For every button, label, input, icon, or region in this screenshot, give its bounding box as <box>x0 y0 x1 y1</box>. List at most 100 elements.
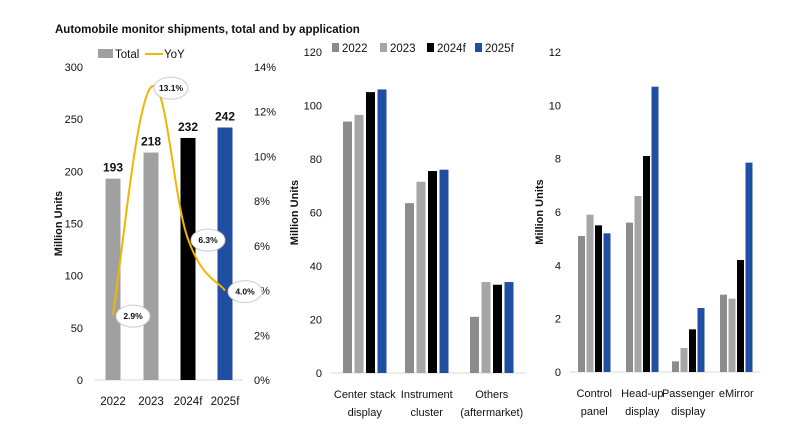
y-tick-label: 200 <box>65 166 83 178</box>
bar-2022 <box>343 121 352 373</box>
legend-label-2023: 2023 <box>390 43 416 55</box>
bar-2022 <box>672 361 679 372</box>
bar-2024f <box>643 156 650 372</box>
x-tick-label: (aftermarket) <box>460 407 523 419</box>
bar-2025f <box>439 169 449 373</box>
y-axis-label: Million Units <box>534 179 546 244</box>
y-tick-label: 0 <box>77 375 83 387</box>
legend-label-2024f: 2024f <box>437 43 467 55</box>
bar-total-2023 <box>143 152 159 380</box>
x-tick-label: Others <box>475 389 509 401</box>
bar-2025f <box>697 308 705 372</box>
bar-2024f <box>428 171 437 373</box>
bar-2025f <box>377 89 387 373</box>
bar-2023 <box>481 282 491 373</box>
y-axis-label: Million Units <box>53 191 65 256</box>
x-tick-label: Passenger <box>662 388 715 400</box>
y-tick-label: 60 <box>310 208 322 220</box>
bar-2023 <box>680 348 688 372</box>
y-tick-label: 0 <box>316 368 322 380</box>
x-tick-label: display <box>625 406 660 418</box>
yoy-line <box>112 84 226 316</box>
y-tick-label: 120 <box>304 47 322 59</box>
bar-2025f <box>651 86 659 373</box>
y-axis-label: Million Units <box>289 180 301 245</box>
legend-label-2022: 2022 <box>342 43 368 55</box>
x-tick-label: display <box>348 407 383 419</box>
bar-2024f <box>366 92 375 373</box>
legend-swatch-2023 <box>380 43 387 52</box>
y-tick-label: 300 <box>65 62 83 74</box>
bar-2025f <box>745 162 753 372</box>
y2-tick-label: 2% <box>254 330 270 342</box>
data-label: 242 <box>215 110 235 124</box>
y-tick-label: 40 <box>310 261 322 273</box>
y-tick-label: 10 <box>549 100 561 112</box>
x-tick-label: Head-up <box>621 388 663 400</box>
data-label: 218 <box>141 135 161 149</box>
application-chart-small: 0 2 4 6 8 10 12 Million Units Control panel Head-u… <box>534 47 760 418</box>
y-tick-label: 2 <box>555 314 561 326</box>
legend-swatch-2024f <box>427 43 434 52</box>
y-tick-label: 0 <box>555 367 561 379</box>
data-label: 232 <box>178 120 198 134</box>
bar-2025f <box>504 282 514 373</box>
yoy-data-label: 13.1% <box>159 83 184 93</box>
x-tick-label: display <box>671 406 706 418</box>
y-tick-label: 80 <box>310 154 322 166</box>
x-tick-label: panel <box>581 406 608 418</box>
legend-swatch-2022 <box>332 43 339 52</box>
bar-2022 <box>470 316 479 373</box>
y2-tick-label: 10% <box>254 151 276 163</box>
bar-2024f <box>689 329 696 372</box>
legend-label-total: Total <box>115 49 139 61</box>
bar-2023 <box>586 214 594 372</box>
yoy-label-bubble <box>227 280 263 304</box>
bar-total-2024f <box>180 137 196 380</box>
bar-total-2022 <box>105 178 121 380</box>
y-tick-label: 150 <box>65 219 83 231</box>
y2-tick-label: 14% <box>254 62 276 74</box>
bar-2022 <box>405 203 414 373</box>
y-tick-label: 4 <box>555 260 561 272</box>
bar-total-2025f <box>217 127 233 380</box>
yoy-data-label: 2.9% <box>123 311 143 321</box>
yoy-label-bubble <box>115 304 151 328</box>
y-tick-label: 20 <box>310 315 322 327</box>
figure-title: Automobile monitor shipments, total and … <box>55 24 360 36</box>
data-label: 193 <box>103 161 123 175</box>
y2-tick-label: 0% <box>254 375 270 387</box>
bar-2023 <box>634 196 642 372</box>
application-chart-large: 0 20 40 60 80 100 120 Million Units Center stack… <box>289 43 525 419</box>
x-tick-label: Instrument <box>401 389 453 401</box>
legend-swatch-2025f <box>475 43 482 52</box>
y-tick-label: 6 <box>555 207 561 219</box>
bar-2024f <box>595 225 602 372</box>
y-tick-label: 8 <box>555 154 561 166</box>
y-tick-label: 50 <box>71 323 83 335</box>
x-tick-label: 2022 <box>100 396 126 408</box>
legend-label-yoy: YoY <box>164 49 185 61</box>
x-tick-label: 2024f <box>174 396 204 408</box>
y2-tick-label: 6% <box>254 241 270 253</box>
bar-2022 <box>720 294 727 372</box>
x-tick-label: Center stack <box>334 389 396 401</box>
bar-2025f <box>603 233 611 372</box>
y2-tick-label: 8% <box>254 196 270 208</box>
y-tick-label: 100 <box>65 271 83 283</box>
x-tick-label: 2023 <box>138 396 164 408</box>
y-tick-label: 250 <box>65 114 83 126</box>
x-tick-label: eMirror <box>719 388 754 400</box>
y2-tick-label: 12% <box>254 107 276 119</box>
yoy-data-label: 4.0% <box>235 287 255 297</box>
y-tick-label: 100 <box>304 101 322 113</box>
x-tick-label: 2025f <box>211 396 241 408</box>
yoy-label-bubble <box>153 76 189 100</box>
bar-2022 <box>626 222 633 372</box>
bar-2024f <box>493 284 502 373</box>
yoy-data-label: 6.3% <box>198 235 218 245</box>
x-tick-label: cluster <box>411 407 444 419</box>
x-tick-label: Control <box>577 388 612 400</box>
